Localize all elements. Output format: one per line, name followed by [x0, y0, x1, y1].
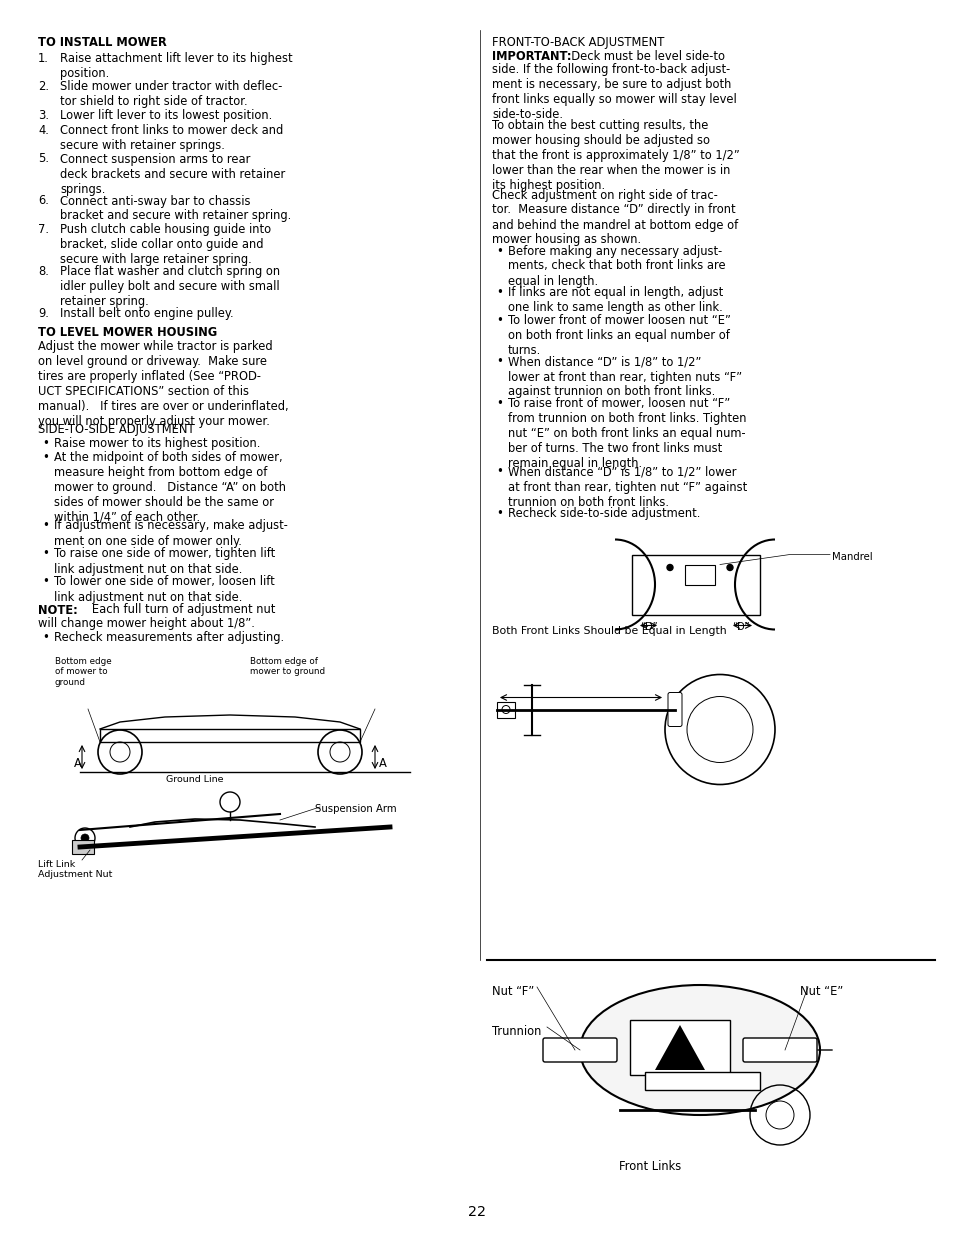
Text: “D”: “D”: [731, 621, 749, 631]
Text: Recheck side-to-side adjustment.: Recheck side-to-side adjustment.: [507, 508, 700, 520]
Text: 7.: 7.: [38, 224, 49, 236]
Text: Connect suspension arms to rear
deck brackets and secure with retainer
springs.: Connect suspension arms to rear deck bra…: [60, 152, 285, 195]
Text: Lower lift lever to its lowest position.: Lower lift lever to its lowest position.: [60, 109, 272, 122]
Text: Suspension Arm: Suspension Arm: [314, 804, 396, 814]
Text: 1.: 1.: [38, 52, 49, 65]
Text: Nut “F”: Nut “F”: [492, 986, 534, 998]
Text: To raise front of mower, loosen nut “F”
from trunnion on both front links. Tight: To raise front of mower, loosen nut “F” …: [507, 396, 745, 471]
Text: FRONT-TO-BACK ADJUSTMENT: FRONT-TO-BACK ADJUSTMENT: [492, 36, 663, 49]
Text: Deck must be level side-to: Deck must be level side-to: [563, 49, 724, 63]
Text: •: •: [496, 287, 502, 299]
Text: Check adjustment on right side of trac-
tor.  Measure distance “D” directly in f: Check adjustment on right side of trac- …: [492, 189, 738, 247]
Text: 2.: 2.: [38, 80, 49, 94]
Text: •: •: [42, 631, 49, 645]
Text: Raise mower to its highest position.: Raise mower to its highest position.: [54, 436, 260, 450]
Text: When distance “D” is 1/8” to 1/2” lower
at front than rear, tighten nut “F” agai: When distance “D” is 1/8” to 1/2” lower …: [507, 466, 746, 509]
Text: Place flat washer and clutch spring on
idler pulley bolt and secure with small
r: Place flat washer and clutch spring on i…: [60, 266, 280, 308]
Text: Lift Link
Adjustment Nut: Lift Link Adjustment Nut: [38, 860, 112, 879]
Text: “D”: “D”: [639, 621, 657, 631]
FancyBboxPatch shape: [742, 1037, 816, 1062]
Text: •: •: [496, 245, 502, 258]
Bar: [631, 555, 760, 615]
FancyBboxPatch shape: [667, 693, 681, 726]
Bar: [497, 701, 515, 718]
Text: At the midpoint of both sides of mower,
measure height from bottom edge of
mower: At the midpoint of both sides of mower, …: [54, 451, 286, 524]
Text: Slide mower under tractor with deflec-
tor shield to right side of tractor.: Slide mower under tractor with deflec- t…: [60, 80, 282, 109]
Text: IMPORTANT:: IMPORTANT:: [492, 49, 571, 63]
Text: Ground Line: Ground Line: [166, 776, 224, 784]
Text: Connect front links to mower deck and
secure with retainer springs.: Connect front links to mower deck and se…: [60, 124, 283, 152]
Text: •: •: [496, 314, 502, 327]
Text: Bottom edge
of mower to
ground: Bottom edge of mower to ground: [55, 657, 112, 687]
Text: Connect anti-sway bar to chassis
bracket and secure with retainer spring.: Connect anti-sway bar to chassis bracket…: [60, 194, 291, 222]
Text: Mandrel: Mandrel: [831, 552, 872, 562]
Text: Each full turn of adjustment nut: Each full turn of adjustment nut: [81, 604, 275, 616]
Text: Bottom edge of
mower to ground: Bottom edge of mower to ground: [250, 657, 325, 677]
Text: 22: 22: [468, 1205, 485, 1219]
Text: Recheck measurements after adjusting.: Recheck measurements after adjusting.: [54, 631, 284, 645]
Text: To lower one side of mower, loosen lift
link adjustment nut on that side.: To lower one side of mower, loosen lift …: [54, 576, 274, 604]
Text: Raise attachment lift lever to its highest
position.: Raise attachment lift lever to its highe…: [60, 52, 293, 80]
Text: will change mower height about 1/8”.: will change mower height about 1/8”.: [38, 618, 254, 630]
Bar: [100, 729, 359, 742]
Circle shape: [666, 564, 672, 571]
FancyBboxPatch shape: [542, 1037, 617, 1062]
Text: Adjust the mower while tractor is parked
on level ground or driveway.  Make sure: Adjust the mower while tractor is parked…: [38, 340, 289, 429]
Text: TO INSTALL MOWER: TO INSTALL MOWER: [38, 36, 167, 49]
Text: 5.: 5.: [38, 152, 49, 165]
Polygon shape: [655, 1025, 704, 1070]
Text: NOTE:: NOTE:: [38, 604, 77, 616]
Text: •: •: [42, 576, 49, 589]
Text: If links are not equal in length, adjust
one link to same length as other link.: If links are not equal in length, adjust…: [507, 287, 722, 314]
Bar: [71, 840, 94, 853]
Text: •: •: [496, 356, 502, 368]
Text: Nut “E”: Nut “E”: [800, 986, 842, 998]
Text: Trunnion: Trunnion: [492, 1025, 540, 1037]
Bar: [684, 564, 714, 584]
Text: When distance “D” is 1/8” to 1/2”
lower at front than rear, tighten nuts “F”
aga: When distance “D” is 1/8” to 1/2” lower …: [507, 356, 741, 399]
Text: Both Front Links Should be Equal in Length: Both Front Links Should be Equal in Leng…: [492, 626, 726, 636]
Text: If adjustment is necessary, make adjust-
ment on one side of mower only.: If adjustment is necessary, make adjust-…: [54, 520, 288, 547]
Text: A: A: [74, 757, 82, 769]
Text: 8.: 8.: [38, 266, 49, 278]
Circle shape: [726, 564, 732, 571]
Text: Install belt onto engine pulley.: Install belt onto engine pulley.: [60, 308, 233, 320]
Bar: [644, 1072, 760, 1091]
Text: 3.: 3.: [38, 109, 49, 122]
Text: To lower front of mower loosen nut “E”
on both front links an equal number of
tu: To lower front of mower loosen nut “E” o…: [507, 314, 730, 357]
Text: 9.: 9.: [38, 308, 49, 320]
Bar: [629, 1020, 729, 1074]
Text: To raise one side of mower, tighten lift
link adjustment nut on that side.: To raise one side of mower, tighten lift…: [54, 547, 275, 576]
Text: •: •: [42, 520, 49, 532]
Text: side. If the following front-to-back adjust-
ment is necessary, be sure to adjus: side. If the following front-to-back adj…: [492, 63, 736, 121]
Text: •: •: [496, 396, 502, 410]
Text: 6.: 6.: [38, 194, 49, 207]
Text: TO LEVEL MOWER HOUSING: TO LEVEL MOWER HOUSING: [38, 326, 217, 338]
Text: SIDE-TO-SIDE ADJUSTMENT: SIDE-TO-SIDE ADJUSTMENT: [38, 424, 194, 436]
Text: 4.: 4.: [38, 124, 49, 137]
Text: To obtain the best cutting results, the
mower housing should be adjusted so
that: To obtain the best cutting results, the …: [492, 119, 739, 191]
Text: •: •: [42, 451, 49, 464]
Text: •: •: [42, 547, 49, 561]
Text: Front Links: Front Links: [618, 1160, 680, 1173]
Ellipse shape: [579, 986, 820, 1115]
Circle shape: [81, 834, 89, 842]
Text: •: •: [496, 466, 502, 478]
Text: Push clutch cable housing guide into
bracket, slide collar onto guide and
secure: Push clutch cable housing guide into bra…: [60, 224, 271, 266]
Text: •: •: [496, 508, 502, 520]
Text: •: •: [42, 436, 49, 450]
Text: A: A: [378, 757, 387, 769]
Text: Before making any necessary adjust-
ments, check that both front links are
equal: Before making any necessary adjust- ment…: [507, 245, 725, 288]
